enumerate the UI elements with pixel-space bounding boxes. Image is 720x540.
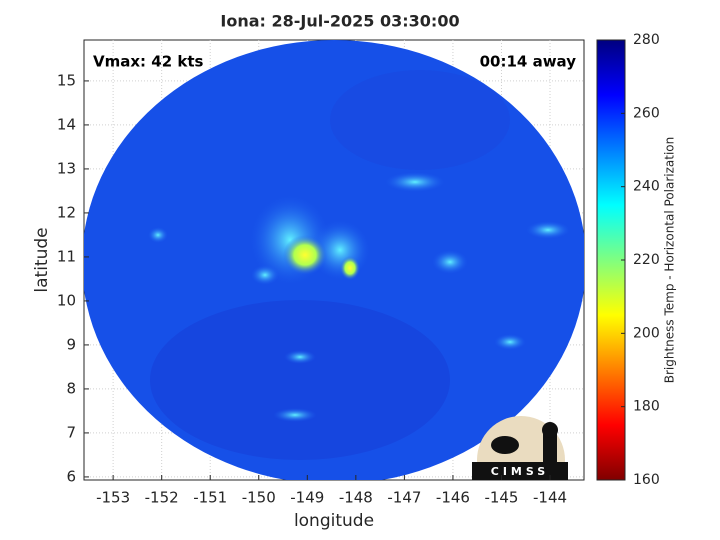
x-tick-label: -149 — [290, 489, 324, 507]
y-tick-label: 9 — [66, 335, 76, 353]
chart-title: Iona: 28-Jul-2025 03:30:00 — [220, 12, 459, 31]
colorbar — [596, 39, 626, 481]
colorbar-tick-label: 240 — [633, 179, 660, 195]
x-tick-label: -151 — [193, 489, 227, 507]
x-tick-label: -148 — [339, 489, 373, 507]
x-tick-label: -144 — [533, 489, 567, 507]
y-tick-label: 11 — [57, 247, 76, 265]
y-tick-label: 15 — [57, 71, 76, 89]
annotation: 00:14 away — [480, 53, 577, 71]
logo-text: CIMSS — [491, 465, 549, 478]
y-tick-label: 7 — [66, 423, 76, 441]
y-tick-label: 10 — [57, 291, 76, 309]
y-axis-label: latitude — [32, 227, 52, 292]
colorbar-tick-label: 200 — [633, 325, 660, 341]
logo: CIMSS — [472, 416, 568, 480]
colorbar-tick-label: 260 — [633, 105, 660, 121]
colorbar-tick-label: 160 — [633, 472, 660, 488]
y-tick-label: 14 — [57, 115, 76, 133]
x-axis-label: longitude — [294, 511, 374, 531]
annotation: Vmax: 42 kts — [93, 53, 203, 71]
x-tick-label: -152 — [145, 489, 179, 507]
x-tick-label: -145 — [484, 489, 518, 507]
colorbar-tick-label: 220 — [633, 252, 660, 268]
x-tick-label: -150 — [242, 489, 276, 507]
x-tick-label: -147 — [387, 489, 421, 507]
y-tick-label: 12 — [57, 203, 76, 221]
colorbar-tick-label: 180 — [633, 399, 660, 415]
colorbar-label: Brightness Temp - Horizontal Polarizatio… — [663, 137, 677, 384]
x-tick-label: -146 — [436, 489, 470, 507]
satellite-image — [84, 40, 584, 480]
x-tick-label: -153 — [96, 489, 130, 507]
colorbar-tick-label: 280 — [633, 32, 660, 48]
y-tick-label: 6 — [66, 467, 76, 485]
y-tick-label: 8 — [66, 379, 76, 397]
y-tick-label: 13 — [57, 159, 76, 177]
